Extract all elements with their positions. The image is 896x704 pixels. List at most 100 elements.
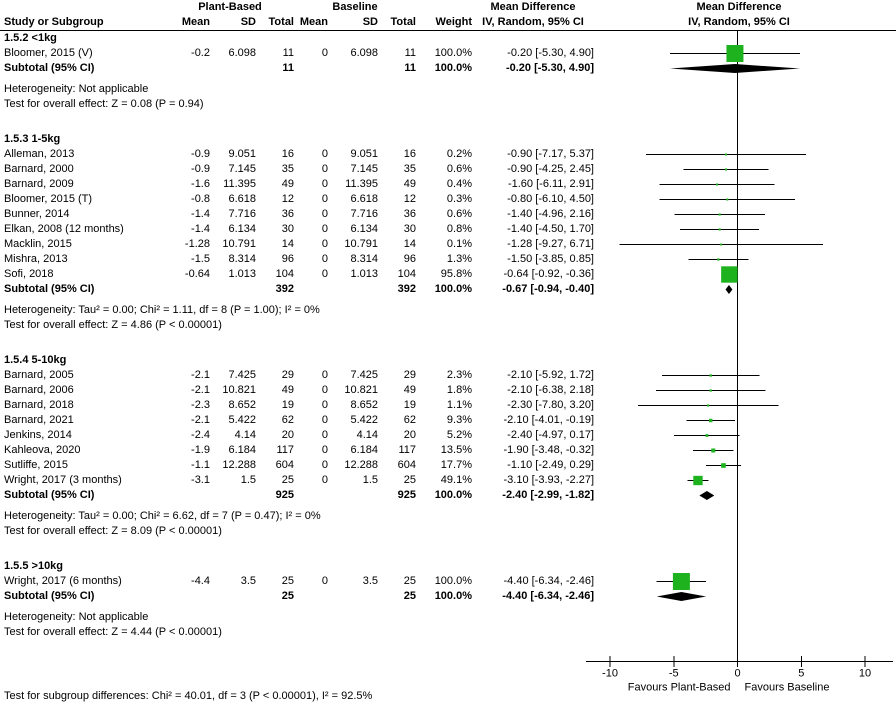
study-name-cell: Elkan, 2008 (12 months) <box>4 223 124 235</box>
study-name-cell: Kahleova, 2020 <box>4 444 81 456</box>
bl-sd-cell: 12.288 <box>344 459 378 471</box>
pb-mean-cell: -1.1 <box>191 459 210 471</box>
pb-mean-cell: -2.4 <box>191 429 210 441</box>
study-row: Elkan, 2008 (12 months) -1.4 6.134 30 0 6.134… <box>4 222 594 237</box>
bl-total-cell: 117 <box>398 444 416 456</box>
bl-total-cell: 11 <box>404 47 416 59</box>
pb-total-cell: 49 <box>281 384 294 396</box>
bl-total-cell: 925 <box>397 489 416 501</box>
weight-cell: 2.3% <box>446 369 472 381</box>
pb-sd-cell: 10.821 <box>222 384 256 396</box>
effect-square <box>707 404 710 407</box>
pb-sd-cell: 6.098 <box>228 47 256 59</box>
pb-mean-cell: -0.64 <box>184 268 210 280</box>
bl-sd-cell: 1.013 <box>350 268 378 280</box>
bl-sd-cell: 1.5 <box>362 474 378 486</box>
pb-total-cell: 14 <box>281 238 294 250</box>
effect-square <box>717 258 720 261</box>
pb-mean-cell: -2.1 <box>191 369 210 381</box>
section-gap <box>4 333 592 353</box>
study-name-cell: Bloomer, 2015 (T) <box>4 193 93 205</box>
pb-total-cell: 104 <box>275 268 294 280</box>
bl-mean-cell: 0 <box>321 429 328 441</box>
bl-sd-cell <box>328 61 378 76</box>
pb-mean-cell: -0.9 <box>191 148 210 160</box>
pb-total-cell: 925 <box>275 489 294 501</box>
pb-total-cell: 11 <box>282 62 294 74</box>
ci-text-cell: -1.10 [-2.49, 0.29] <box>507 459 594 471</box>
study-row: Jenkins, 2014 -2.4 4.14 20 0 4.14 20 5.2% -2.40 … <box>4 428 594 443</box>
bl-total-cell: 392 <box>397 283 416 295</box>
overall-test-text: Test for overall effect: Z = 4.86 (P < 0… <box>4 319 222 331</box>
bl-sd-cell: 11.395 <box>345 178 378 190</box>
bl-sd-cell <box>328 282 378 297</box>
study-table-body: 1.5.2 <1kg Bloomer, 2015 (V) -0.2 6.098 11 0 6… <box>4 31 595 640</box>
pb-total-cell: 392 <box>275 283 294 295</box>
baseline-group-header: Baseline <box>332 1 378 13</box>
bl-mean-cell: 0 <box>321 474 328 486</box>
pb-total-cell: 49 <box>281 178 294 190</box>
pb-mean-cell <box>166 589 210 604</box>
bl-mean-cell: 0 <box>321 414 328 426</box>
subtotal-row: Subtotal (95% CI) 392 392 100.0% -0.67 [-0.9… <box>4 282 594 297</box>
favours-right-label: Favours Baseline <box>745 682 830 694</box>
heterogeneity-text: Heterogeneity: Not applicable <box>4 611 149 623</box>
study-row: Wright, 2017 (6 months) -4.4 3.5 25 0 3.5 25 10… <box>4 574 594 589</box>
pb-total-cell: 25 <box>281 590 294 602</box>
pb-mean-cell: -0.2 <box>191 47 210 59</box>
axis-tick-label: -5 <box>669 668 679 680</box>
overall-test-text: Test for overall effect: Z = 4.44 (P < 0… <box>4 626 222 638</box>
bl-total-cell: 25 <box>403 575 416 587</box>
ci-text-cell: -0.64 [-0.92, -0.36] <box>503 268 595 280</box>
bl-mean-cell: 0 <box>321 238 328 250</box>
subtotal-diamond <box>725 285 733 294</box>
header-spacer <box>416 0 472 15</box>
bl-total-cell: 30 <box>403 223 416 235</box>
pb-sd-cell: 6.618 <box>228 193 256 205</box>
study-row: Macklin, 2015 -1.28 10.791 14 0 10.791 14 0.1% -… <box>4 237 594 252</box>
pb-sd-cell: 7.425 <box>228 369 256 381</box>
weight-cell: 95.8% <box>440 268 472 280</box>
pb-sd-cell: 3.5 <box>240 575 256 587</box>
subgroup-differences-text: Test for subgroup differences: Chi² = 40… <box>4 690 373 702</box>
pb-mean-cell: -3.1 <box>191 474 210 486</box>
pb-mean-cell: -1.4 <box>191 208 210 220</box>
bl-sd-cell: 4.14 <box>356 429 378 441</box>
subtotal-row: Subtotal (95% CI) 25 25 100.0% -4.40 [-6.34,… <box>4 589 594 604</box>
weight-cell: 1.8% <box>446 384 472 396</box>
bl-mean-cell: 0 <box>321 208 328 220</box>
ci-text-cell: -3.10 [-3.93, -2.27] <box>503 474 595 486</box>
pb-mean-cell: -2.1 <box>191 384 210 396</box>
bl-sd-cell: 6.184 <box>350 444 378 456</box>
subgroup-label: 1.5.2 <1kg <box>4 32 57 44</box>
pb-total-cell: 604 <box>275 459 294 471</box>
weight-cell: 0.6% <box>446 208 472 220</box>
bl-sd-cell: 8.314 <box>350 253 378 265</box>
pb-mean-cell: -1.9 <box>191 444 210 456</box>
weight-cell: 5.2% <box>446 429 472 441</box>
weight-column-header: Weight <box>435 16 472 28</box>
effect-square <box>718 213 721 216</box>
pb-mean-header: Mean <box>181 16 210 28</box>
ci-text-cell: -1.40 [-4.50, 1.70] <box>507 223 594 235</box>
pb-mean-cell <box>166 282 210 297</box>
bl-total-cell: 20 <box>403 429 416 441</box>
pb-sd-cell: 10.791 <box>222 238 256 250</box>
bl-sd-cell: 6.134 <box>350 223 378 235</box>
subgroup-header-row: 1.5.5 >10kg <box>4 559 592 574</box>
study-row: Barnard, 2009 -1.6 11.395 49 0 11.395 49 0.4% -1… <box>4 177 594 192</box>
bl-sd-cell: 3.5 <box>362 575 378 587</box>
study-name-cell: Barnard, 2000 <box>4 163 74 175</box>
study-row: Bunner, 2014 -1.4 7.716 36 0 7.716 36 0.6% -1.40… <box>4 207 594 222</box>
study-row: Barnard, 2018 -2.3 8.652 19 0 8.652 19 1.1% -2.3… <box>4 398 594 413</box>
bl-mean-cell: 0 <box>321 178 328 190</box>
pb-total-cell: 25 <box>281 575 294 587</box>
axis-tick-label: 5 <box>798 668 804 680</box>
pb-mean-cell <box>166 488 210 503</box>
pb-total-cell: 35 <box>281 163 294 175</box>
bl-sd-cell <box>328 589 378 604</box>
bl-total-cell: 35 <box>403 163 416 175</box>
heterogeneity-row: Heterogeneity: Tau² = 0.00; Chi² = 6.62,… <box>4 509 592 524</box>
ci-text-cell: -1.90 [-3.48, -0.32] <box>503 444 595 456</box>
